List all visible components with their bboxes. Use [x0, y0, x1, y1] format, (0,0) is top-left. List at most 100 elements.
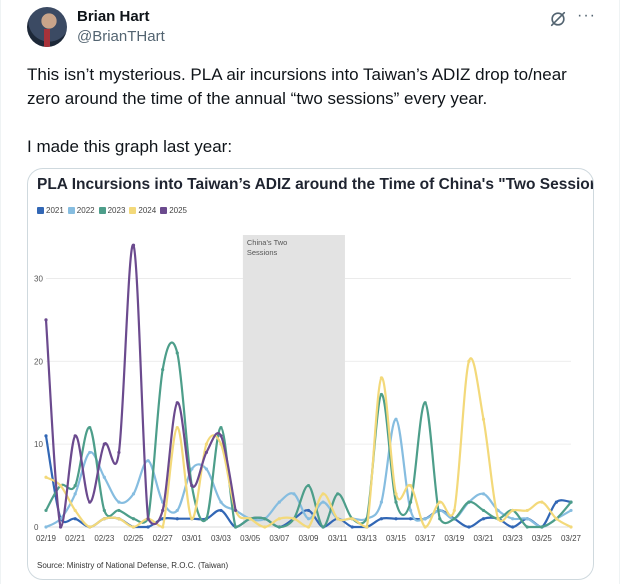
legend-swatch [160, 207, 168, 214]
data-point-2024 [88, 525, 92, 529]
data-point-2024 [540, 500, 544, 504]
data-point-2024 [365, 525, 369, 529]
data-point-2023 [438, 517, 442, 521]
data-point-2022 [511, 517, 515, 521]
data-point-2022 [88, 450, 92, 455]
tweet-image-chart[interactable]: PLA Incursions into Taiwan’s ADIZ around… [27, 168, 594, 580]
data-point-2025 [73, 434, 77, 438]
data-point-2024 [350, 517, 354, 521]
x-tick-label: 03/11 [328, 534, 348, 543]
grok-icon[interactable] [549, 10, 567, 28]
data-point-2023 [44, 508, 48, 513]
data-point-2023 [306, 483, 311, 488]
legend-label: 2024 [138, 206, 157, 215]
data-point-2024 [292, 517, 296, 521]
tweet-text-line1: This isn’t mysterious. PLA air incursion… [27, 65, 567, 108]
data-point-2022 [73, 492, 77, 496]
data-point-2024 [73, 508, 77, 513]
x-tick-label: 03/09 [298, 534, 319, 543]
data-point-2024 [117, 517, 121, 521]
data-point-2022 [306, 517, 311, 521]
data-point-2024 [277, 517, 281, 521]
data-point-2022 [525, 517, 529, 521]
legend-label: 2023 [107, 206, 126, 215]
x-tick-label: 03/27 [561, 534, 582, 543]
data-point-2025 [219, 434, 223, 438]
data-point-2022 [569, 508, 573, 513]
data-point-2022 [117, 500, 121, 504]
data-point-2024 [321, 492, 325, 496]
data-point-2024 [467, 359, 471, 363]
data-point-2021 [350, 525, 354, 529]
data-point-2025 [58, 525, 63, 529]
data-point-2025 [190, 483, 194, 488]
data-point-2023 [452, 517, 456, 521]
data-point-2021 [467, 525, 471, 529]
author-name[interactable]: Brian Hart [77, 8, 150, 25]
x-tick-label: 02/19 [36, 534, 57, 543]
avatar[interactable] [27, 7, 67, 47]
data-point-2023 [540, 525, 544, 529]
x-tick-label: 03/01 [182, 534, 203, 543]
data-point-2023 [394, 500, 398, 504]
data-point-2021 [219, 508, 223, 513]
data-point-2023 [467, 500, 471, 504]
data-point-2024 [423, 525, 427, 529]
x-tick-label: 02/23 [94, 534, 115, 543]
legend-item-2025: 2025 [160, 206, 187, 215]
y-tick-label: 10 [34, 440, 43, 449]
data-point-2024 [263, 525, 267, 529]
tweet-text-line2: I made this graph last year: [27, 137, 233, 156]
author-handle[interactable]: @BrianTHart [77, 28, 165, 45]
x-tick-label: 03/21 [473, 534, 494, 543]
data-point-2021 [73, 517, 77, 521]
shading-label-line1: China's Two [247, 238, 287, 247]
data-point-2021 [44, 434, 48, 438]
data-point-2022 [423, 517, 427, 521]
data-point-2022 [292, 492, 296, 496]
data-point-2022 [321, 500, 325, 504]
legend-swatch [37, 207, 44, 214]
legend-item-2023: 2023 [98, 206, 126, 215]
x-tick-label: 03/05 [240, 534, 261, 543]
data-point-2021 [379, 517, 384, 521]
legend-label: 2025 [169, 206, 187, 215]
data-point-2024 [438, 500, 442, 504]
data-point-2023 [379, 392, 384, 397]
data-point-2024 [102, 517, 106, 521]
data-point-2022 [379, 500, 384, 504]
data-point-2021 [175, 517, 179, 521]
data-point-2024 [394, 492, 398, 496]
data-point-2022 [394, 417, 398, 421]
x-tick-label: 03/13 [357, 534, 378, 543]
chart-title: PLA Incursions into Taiwan’s ADIZ around… [37, 176, 594, 193]
data-point-2024 [379, 376, 384, 380]
legend-label: 2021 [46, 206, 64, 215]
x-tick-label: 03/19 [444, 534, 465, 543]
data-point-2023 [263, 517, 267, 521]
x-tick-label: 03/07 [269, 534, 290, 543]
data-point-2022 [102, 475, 106, 479]
data-point-2025 [146, 517, 150, 521]
data-point-2024 [204, 442, 209, 446]
data-point-2024 [306, 525, 311, 529]
data-point-2023 [204, 517, 209, 521]
x-tick-label: 03/23 [503, 534, 524, 543]
data-point-2023 [321, 525, 325, 529]
data-point-2025 [44, 318, 48, 322]
data-point-2023 [481, 508, 486, 513]
data-point-2022 [219, 500, 223, 504]
data-point-2021 [481, 517, 486, 521]
data-point-2024 [481, 417, 486, 421]
data-point-2022 [190, 467, 194, 471]
data-point-2021 [554, 500, 559, 504]
data-point-2022 [277, 500, 281, 504]
data-point-2023 [233, 525, 238, 529]
data-point-2023 [336, 492, 340, 496]
more-dots-icon[interactable]: ··· [577, 7, 596, 24]
data-point-2024 [44, 475, 48, 479]
data-point-2024 [496, 517, 500, 521]
data-point-2023 [88, 425, 92, 430]
legend-swatch [129, 207, 137, 214]
y-tick-label: 30 [34, 274, 43, 283]
